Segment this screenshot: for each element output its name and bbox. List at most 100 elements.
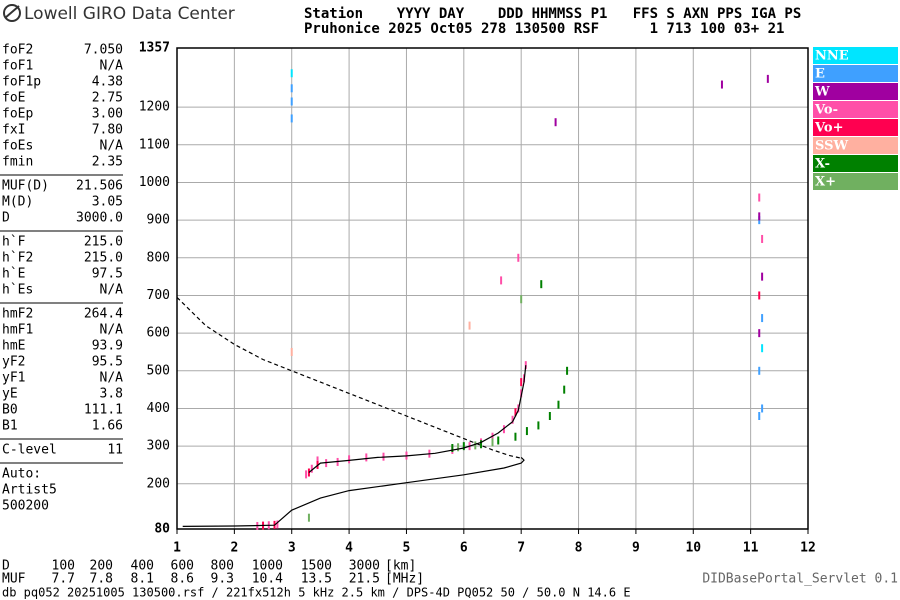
param-value: 7.80 <box>92 123 123 138</box>
param-name: B1 <box>2 419 18 434</box>
y-tick-label: 1200 <box>139 100 170 115</box>
echo-point <box>758 212 761 221</box>
table-value: 3000 <box>349 559 380 574</box>
header-line: Station YYYY DAY DDD HHMMSS P1 FFS S AXN… <box>304 6 801 22</box>
echo-point <box>491 438 494 447</box>
echo-point <box>566 366 569 375</box>
profile-line <box>182 456 525 527</box>
param-name: hmF1 <box>2 323 33 338</box>
echo-point <box>365 453 368 462</box>
legend-label: Vo+ <box>814 121 843 136</box>
param-name: fmin <box>2 155 33 170</box>
echo-point <box>540 280 543 289</box>
echo-point <box>290 84 293 93</box>
echo-point <box>720 80 723 89</box>
x-tick-label: 1 <box>173 541 181 556</box>
x-tick-label: 6 <box>460 541 468 556</box>
echo-point <box>462 442 465 451</box>
echo-point <box>290 114 293 123</box>
param-name: M(D) <box>2 195 33 210</box>
param-name: h`Es <box>2 283 33 298</box>
param-value: 264.4 <box>84 307 123 322</box>
echo-point <box>514 408 517 417</box>
param-value: N/A <box>100 139 124 154</box>
param-name: foF1p <box>2 75 41 90</box>
param-name: foE <box>2 91 25 106</box>
echo-point <box>517 253 520 262</box>
legend-label: W <box>814 85 830 100</box>
param-name: h`F <box>2 235 26 250</box>
logo <box>3 4 21 22</box>
param-name: Auto: <box>2 467 41 482</box>
table-value: 21.5 <box>349 572 380 587</box>
legend-swatch <box>813 83 898 100</box>
param-value: N/A <box>100 59 124 74</box>
echo-point <box>497 436 500 445</box>
param-name: foEs <box>2 139 33 154</box>
echo-point <box>290 347 293 356</box>
y-tick-label: 300 <box>147 439 170 454</box>
table-value: 7.8 <box>90 572 113 587</box>
y-tick-label: 1100 <box>139 137 170 152</box>
echo-point <box>290 97 293 106</box>
echo-point <box>451 444 454 453</box>
echo-point <box>758 329 761 338</box>
echo-point <box>761 344 764 353</box>
param-name: Artist5 <box>2 483 57 498</box>
legend-label: E <box>815 67 825 82</box>
param-value: 97.5 <box>92 267 123 282</box>
param-value: N/A <box>100 283 124 298</box>
x-tick-label: 5 <box>403 541 411 556</box>
table-value: 10.4 <box>252 572 283 587</box>
param-value: 3.00 <box>92 107 123 122</box>
legend-swatch <box>813 101 898 118</box>
param-value: 215.0 <box>84 235 123 250</box>
table-value: 8.6 <box>171 572 194 587</box>
echo-point <box>307 513 310 522</box>
table-value: 600 <box>171 559 194 574</box>
table-value: 400 <box>131 559 154 574</box>
param-name: h`F2 <box>2 251 33 266</box>
param-name: B0 <box>2 403 18 418</box>
table-value: 7.7 <box>52 572 75 587</box>
echo-point <box>290 69 293 78</box>
param-value: 7.050 <box>84 43 123 58</box>
site-title: Lowell GIRO Data Center <box>24 4 235 24</box>
echo-point <box>557 400 560 409</box>
echo-point <box>316 456 319 465</box>
legend-swatch <box>813 155 898 172</box>
x-tick-label: 9 <box>632 541 640 556</box>
table-value: 1000 <box>252 559 283 574</box>
x-tick-label: 10 <box>685 541 701 556</box>
table-value: 8.1 <box>131 572 154 587</box>
echo-point <box>758 412 761 421</box>
table-value: 100 <box>52 559 75 574</box>
param-value: 21.506 <box>76 179 123 194</box>
y-tick-label: 600 <box>147 326 170 341</box>
param-name: h`E <box>2 267 25 282</box>
legend-label: X- <box>815 157 830 172</box>
plot-frame <box>176 47 809 530</box>
x-tick-label: 11 <box>743 541 759 556</box>
param-value: 111.1 <box>84 403 123 418</box>
echo-point <box>554 118 557 127</box>
footer-version: DIDBasePortal_Servlet 0.1 <box>702 572 898 587</box>
param-value: 3000.0 <box>76 211 123 226</box>
row-label: D <box>2 559 10 574</box>
legend-label: X+ <box>815 175 836 190</box>
echo-point <box>761 272 764 281</box>
param-name: yF1 <box>2 371 25 386</box>
param-value: N/A <box>100 371 124 386</box>
x-tick-label: 8 <box>575 541 583 556</box>
echo-point <box>761 404 764 413</box>
param-name: foF1 <box>2 59 33 74</box>
y-tick-label: 700 <box>147 288 170 303</box>
x-tick-label: 4 <box>345 541 353 556</box>
legend-swatch <box>813 47 898 64</box>
param-value: 95.5 <box>92 355 123 370</box>
echo-point <box>524 361 527 370</box>
param-name: hmE <box>2 339 25 354</box>
param-name: foEp <box>2 107 33 122</box>
param-value: 93.9 <box>92 339 123 354</box>
echo-point <box>511 415 514 424</box>
